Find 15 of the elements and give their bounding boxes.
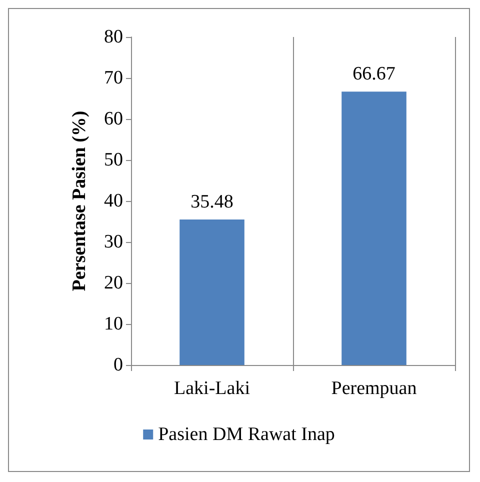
x-tick-label: Perempuan bbox=[331, 378, 418, 399]
y-tick-label: 30 bbox=[104, 232, 123, 252]
data-label: 66.67 bbox=[352, 64, 396, 85]
y-axis-title: Persentase Pasien (%) bbox=[69, 110, 90, 292]
y-tick-label: 20 bbox=[104, 272, 123, 294]
y-tick-label: 70 bbox=[104, 68, 123, 88]
legend-label: Pasien DM Rawat Inap bbox=[158, 424, 335, 445]
y-tick-label: 60 bbox=[104, 108, 123, 130]
y-tick-label: 40 bbox=[104, 190, 123, 212]
y-tick-label: 10 bbox=[104, 314, 123, 334]
y-tick-label: 0 bbox=[114, 354, 123, 376]
data-label: 35.48 bbox=[190, 192, 234, 213]
y-tick-label: 80 bbox=[104, 26, 123, 48]
y-tick-label: 50 bbox=[104, 150, 123, 170]
x-tick-label: Laki-Laki bbox=[174, 378, 250, 399]
